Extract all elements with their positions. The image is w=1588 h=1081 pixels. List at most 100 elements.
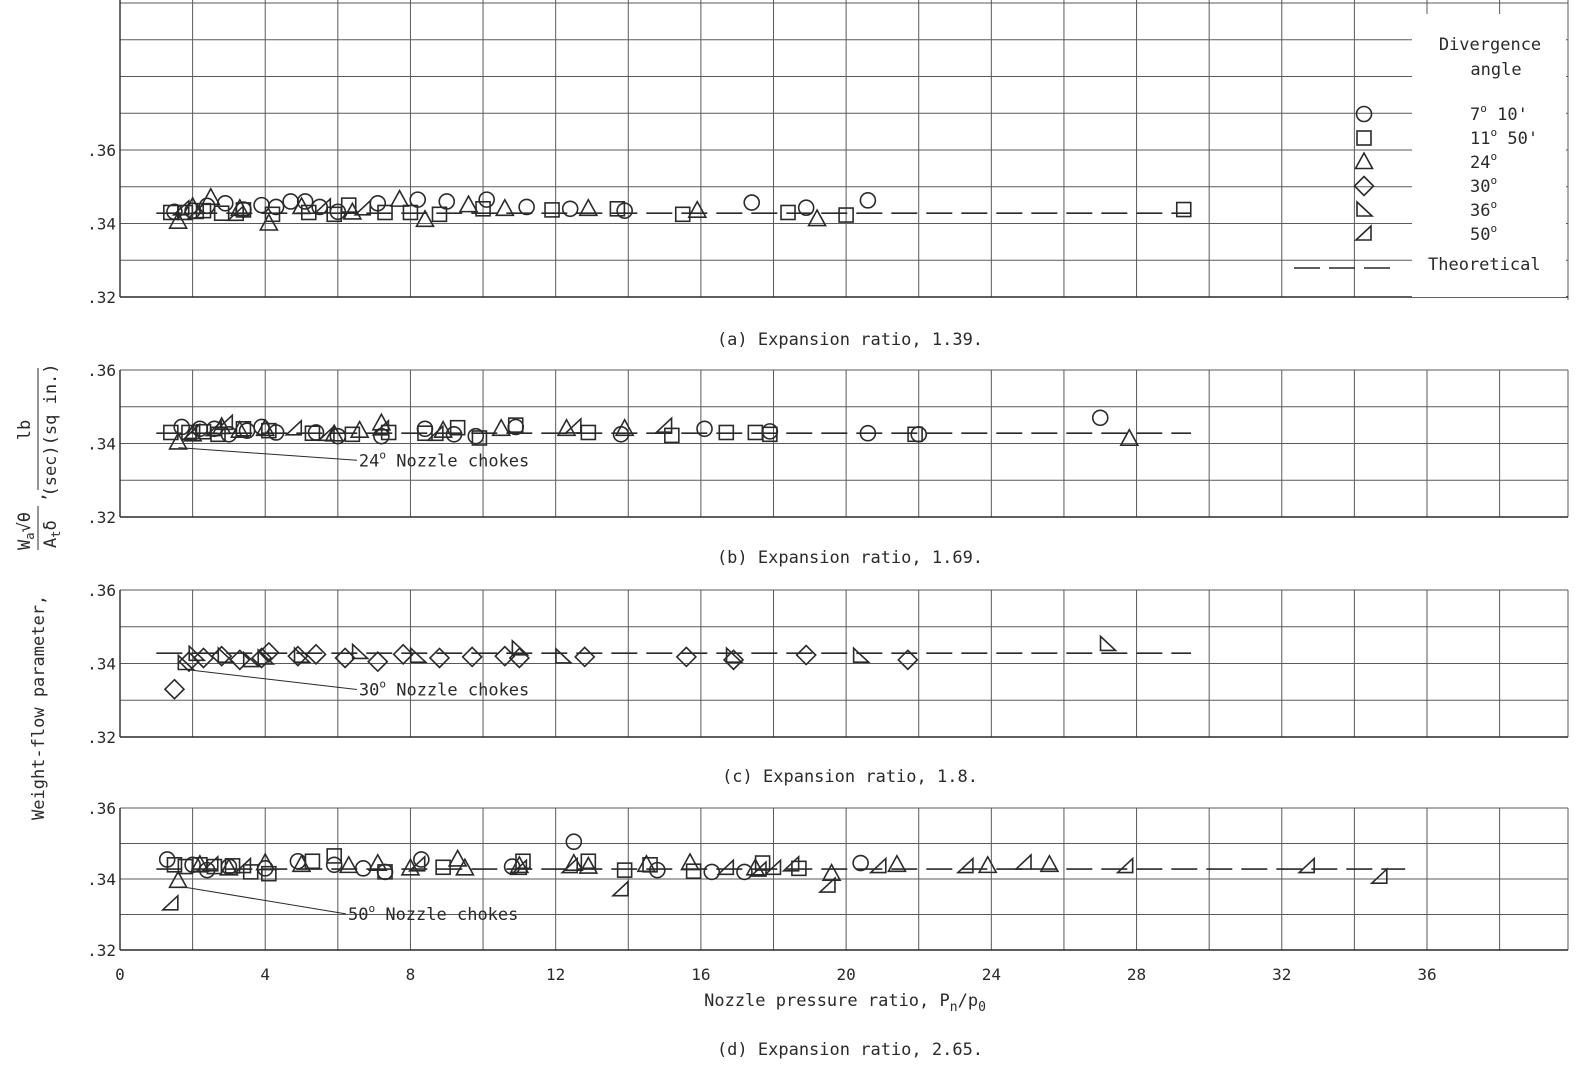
y-axis-label-text: Weight-flow parameter, bbox=[29, 595, 49, 820]
data-point-circle bbox=[859, 424, 877, 442]
x-axis-label: Nozzle pressure ratio, Pn/p0 bbox=[704, 991, 986, 1015]
data-point-triangle bbox=[636, 854, 657, 873]
data-point-triangle bbox=[415, 209, 435, 228]
data-point-diamond bbox=[287, 645, 309, 667]
y-axis-units: lb (sec)(sq in.) bbox=[15, 363, 61, 496]
data-point-triangle bbox=[229, 419, 250, 438]
data-point-triangle bbox=[455, 857, 475, 876]
data-point-flag50 bbox=[748, 860, 767, 877]
data-point-flag50 bbox=[563, 417, 582, 434]
data-point-diamond bbox=[795, 644, 817, 666]
data-point-flag50 bbox=[160, 894, 179, 911]
data-point-triangle bbox=[680, 852, 700, 871]
data-point-square bbox=[685, 863, 702, 879]
data-point-flag50 bbox=[284, 418, 303, 436]
data-point-triangle bbox=[977, 855, 998, 874]
data-point-triangle bbox=[190, 854, 210, 873]
data-point-flag50 bbox=[171, 198, 190, 216]
data-point-square bbox=[304, 425, 321, 442]
data-point-square bbox=[417, 425, 433, 442]
data-point-diamond bbox=[428, 647, 451, 669]
data-point-square bbox=[674, 206, 691, 223]
data-point-circle bbox=[325, 856, 343, 874]
data-point-triangle bbox=[563, 853, 584, 872]
data-point-square bbox=[838, 207, 854, 223]
annotation-leader bbox=[182, 886, 347, 915]
data-point-circle bbox=[696, 420, 713, 438]
data-point-circle bbox=[703, 863, 721, 881]
data-point-flag36 bbox=[852, 646, 871, 663]
data-point-flag50 bbox=[182, 422, 201, 440]
data-point-square bbox=[754, 855, 771, 871]
data-point-triangle bbox=[255, 852, 276, 871]
annotation-leader bbox=[185, 669, 357, 690]
data-point-circle bbox=[736, 863, 753, 881]
data-point-circle bbox=[220, 858, 238, 875]
data-point-diamond bbox=[229, 649, 251, 671]
data-point-flag50 bbox=[1115, 856, 1134, 874]
data-point-square bbox=[718, 424, 735, 441]
legend-marker-flag50 bbox=[1353, 224, 1372, 241]
x-tick-label: 20 bbox=[836, 965, 855, 984]
data-point-circle bbox=[413, 851, 430, 868]
annotation-label: 30o Nozzle chokes bbox=[359, 677, 529, 700]
data-point-square bbox=[166, 856, 183, 873]
data-point-square bbox=[431, 206, 448, 223]
y-tick-label: .32 bbox=[87, 288, 116, 307]
data-point-triangle bbox=[182, 423, 203, 442]
data-point-flag50 bbox=[716, 858, 735, 876]
data-point-triangle bbox=[389, 188, 410, 207]
data-point-circle bbox=[296, 193, 314, 210]
data-point-flag50 bbox=[1369, 867, 1388, 885]
legend-label: 7o 10' bbox=[1470, 102, 1528, 125]
data-point-flag50 bbox=[868, 856, 887, 874]
data-point-diamond bbox=[192, 647, 215, 669]
data-point-circle bbox=[612, 426, 630, 443]
legend-title: angle bbox=[1470, 60, 1521, 80]
data-point-triangle bbox=[371, 412, 392, 431]
data-point-flag50 bbox=[763, 858, 782, 876]
legend-title: Divergence bbox=[1439, 35, 1541, 55]
data-point-square bbox=[340, 197, 357, 213]
data-point-triangle bbox=[200, 187, 221, 206]
data-point-flag50 bbox=[226, 204, 244, 222]
data-point-square bbox=[762, 426, 778, 443]
data-point-diamond bbox=[211, 645, 233, 667]
data-point-flag36 bbox=[409, 646, 428, 663]
grid bbox=[119, 0, 1569, 298]
data-point-square bbox=[213, 205, 230, 222]
data-point-flag50 bbox=[955, 856, 974, 874]
data-point-flag36 bbox=[188, 644, 207, 662]
y-tick-label: .36 bbox=[87, 361, 116, 380]
data-point-triangle bbox=[367, 853, 388, 872]
data-point-square bbox=[435, 859, 451, 876]
data-point-flag36 bbox=[242, 650, 261, 668]
data-point-circle bbox=[561, 200, 579, 218]
panel-caption: (c) Expansion ratio, 1.8. bbox=[722, 767, 978, 787]
x-tick-label: 16 bbox=[691, 965, 710, 984]
data-point-diamond bbox=[258, 641, 280, 664]
data-point-circle bbox=[761, 423, 779, 440]
data-point-square bbox=[449, 419, 466, 436]
data-point-square bbox=[471, 430, 488, 446]
grid bbox=[119, 807, 1569, 951]
data-point-square bbox=[1175, 201, 1192, 218]
data-point-triangle bbox=[887, 854, 907, 873]
data-point-triangle bbox=[1039, 854, 1060, 873]
x-tick-label: 0 bbox=[115, 965, 125, 984]
x-tick-label: 4 bbox=[260, 965, 270, 984]
data-point-diamond bbox=[574, 646, 596, 668]
data-point-circle bbox=[518, 198, 535, 216]
data-point-triangle bbox=[219, 857, 239, 876]
data-point-square bbox=[507, 417, 524, 433]
data-point-flag36 bbox=[293, 646, 312, 663]
data-point-circle bbox=[253, 196, 270, 214]
data-point-circle bbox=[416, 420, 434, 438]
data-point-flag36 bbox=[257, 648, 276, 665]
y-tick-label: .34 bbox=[87, 870, 116, 889]
legend-marker-diamond bbox=[1353, 175, 1375, 197]
data-point-triangle bbox=[1119, 428, 1140, 447]
data-point-square bbox=[402, 204, 419, 221]
data-point-flag50 bbox=[233, 856, 252, 874]
